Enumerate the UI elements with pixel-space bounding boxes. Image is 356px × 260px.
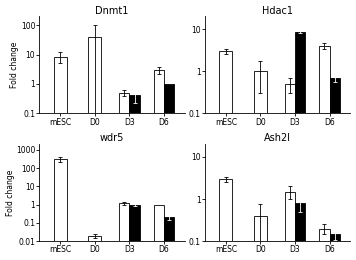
Bar bbox=[130, 95, 140, 260]
Bar bbox=[119, 93, 130, 260]
Bar bbox=[54, 159, 67, 260]
Title: Ash2l: Ash2l bbox=[264, 133, 291, 144]
Bar bbox=[295, 203, 305, 260]
Y-axis label: Fold change: Fold change bbox=[6, 170, 15, 216]
Bar bbox=[254, 216, 267, 260]
Bar bbox=[219, 179, 232, 260]
Title: Dnmt1: Dnmt1 bbox=[95, 5, 129, 16]
Bar bbox=[88, 236, 101, 260]
Bar bbox=[88, 37, 101, 260]
Bar bbox=[330, 78, 340, 260]
Bar bbox=[319, 229, 330, 260]
Bar bbox=[54, 57, 67, 260]
Bar bbox=[285, 192, 295, 260]
Bar bbox=[319, 46, 330, 260]
Bar bbox=[119, 203, 130, 260]
Bar bbox=[254, 71, 267, 260]
Bar bbox=[285, 84, 295, 260]
Title: Hdac1: Hdac1 bbox=[262, 5, 293, 16]
Y-axis label: Fold change: Fold change bbox=[10, 42, 20, 88]
Bar bbox=[164, 84, 174, 260]
Bar bbox=[295, 32, 305, 260]
Bar bbox=[154, 205, 164, 260]
Bar bbox=[164, 217, 174, 260]
Title: wdr5: wdr5 bbox=[100, 133, 124, 144]
Bar bbox=[130, 205, 140, 260]
Bar bbox=[219, 51, 232, 260]
Bar bbox=[154, 70, 164, 260]
Bar bbox=[330, 234, 340, 260]
